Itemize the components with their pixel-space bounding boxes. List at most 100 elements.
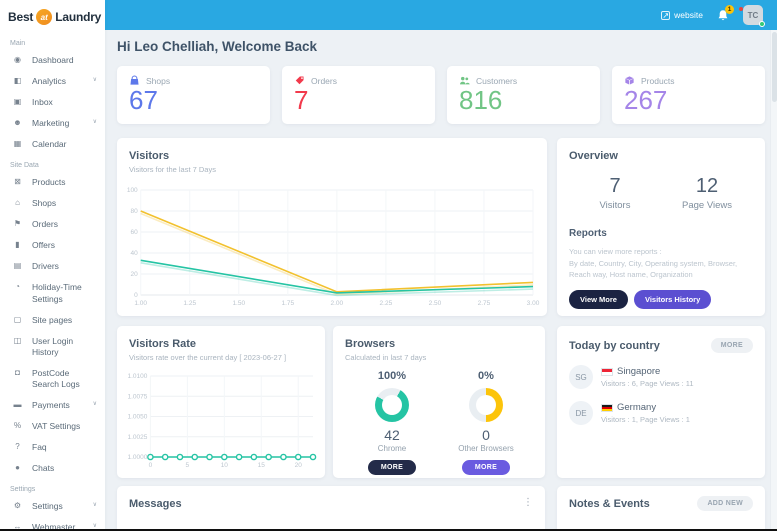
sidebar-item-offers[interactable]: ▮ Offers bbox=[0, 235, 105, 256]
notifications-button[interactable]: 1 bbox=[717, 4, 734, 22]
visitors-count-label: Visitors bbox=[599, 200, 631, 211]
sidebar-item-payments[interactable]: ▬ Payments ∨ bbox=[0, 395, 105, 416]
add-new-button[interactable]: ADD NEW bbox=[697, 496, 753, 511]
overview-pageviews: 12 Page Views bbox=[661, 175, 753, 211]
visitors-rate-card: Visitors Rate Visitors rate over the cur… bbox=[117, 326, 325, 478]
stat-card-customers[interactable]: Customers 816 bbox=[447, 66, 600, 124]
sidebar-item-label: VAT Settings bbox=[32, 420, 81, 431]
sidebar-item-webmaster[interactable]: ↔ Webmaster ∨ bbox=[0, 517, 105, 531]
country-row-sg[interactable]: SG Singapore Visitors : 6, Page Views : 11 bbox=[569, 365, 753, 389]
stat-card-shops[interactable]: Shops 67 bbox=[117, 66, 270, 124]
website-link[interactable]: ↗ website bbox=[661, 10, 703, 20]
sidebar-item-dashboard[interactable]: ◉ Dashboard bbox=[0, 50, 105, 71]
card-title: Visitors Rate bbox=[129, 338, 197, 350]
sidebar-item-chats[interactable]: ● Chats bbox=[0, 458, 105, 479]
sidebar-item-shops[interactable]: ⌂ Shops bbox=[0, 193, 105, 214]
svg-text:100: 100 bbox=[127, 187, 138, 194]
messages-menu-icon[interactable]: ⋮ bbox=[523, 497, 533, 508]
stat-value: 267 bbox=[624, 85, 668, 115]
stat-value: 7 bbox=[294, 85, 309, 115]
country-name: Germany bbox=[617, 402, 657, 413]
view-more-button[interactable]: View More bbox=[569, 289, 628, 309]
sidebar-item-orders[interactable]: ⚑ Orders bbox=[0, 214, 105, 235]
sidebar-item-site-pages[interactable]: ▢ Site pages bbox=[0, 310, 105, 331]
sidebar-item-drivers[interactable]: ▤ Drivers bbox=[0, 256, 105, 277]
sidebar-item-label: Inbox bbox=[32, 97, 53, 108]
inbox-icon: ▣ bbox=[13, 97, 22, 107]
scrollbar[interactable] bbox=[770, 30, 777, 529]
sidebar-item-marketing[interactable]: ☻ Marketing ∨ bbox=[0, 113, 105, 134]
svg-text:1.75: 1.75 bbox=[281, 300, 294, 307]
country-more-button[interactable]: MORE bbox=[710, 338, 753, 353]
chrome-label: Chrome bbox=[377, 444, 407, 453]
today-by-country-card: Today by country MORE SG Singapore Visitor… bbox=[557, 326, 765, 478]
dashboard-icon: ◉ bbox=[14, 55, 21, 64]
reports-text-line1: You can view more reports : bbox=[569, 247, 662, 256]
logo-hanger-badge: at bbox=[36, 9, 53, 25]
scrollbar-thumb[interactable] bbox=[772, 32, 777, 102]
sidebar-item-calendar[interactable]: ▦ Calendar bbox=[0, 134, 105, 155]
svg-text:20: 20 bbox=[130, 271, 138, 278]
sidebar-item-inbox[interactable]: ▣ Inbox bbox=[0, 92, 105, 113]
svg-text:3.00: 3.00 bbox=[527, 300, 540, 307]
website-label: website bbox=[674, 10, 703, 20]
card-title: Overview bbox=[569, 150, 618, 162]
notes-events-card: Notes & Events ADD NEW bbox=[557, 486, 765, 531]
user-avatar[interactable]: TC bbox=[739, 5, 765, 27]
stat-value: 67 bbox=[129, 85, 158, 115]
browser-other: 0% 0 Other Browsers MORE bbox=[439, 370, 533, 475]
svg-text:0: 0 bbox=[149, 462, 153, 469]
visitors-history-button[interactable]: Visitors History bbox=[633, 289, 712, 309]
stat-card-orders[interactable]: Orders 7 bbox=[282, 66, 435, 124]
stat-label: Products bbox=[641, 75, 675, 86]
visitors-rate-chart[interactable]: 1.0000 1.0025 1.0050 1.0075 1.0100 0 5 10 15 20 bbox=[121, 370, 321, 470]
other-more-button[interactable]: MORE bbox=[461, 460, 511, 475]
svg-text:0: 0 bbox=[134, 292, 138, 299]
sidebar-item-settings[interactable]: ⚙ Settings ∨ bbox=[0, 496, 105, 517]
svg-text:40: 40 bbox=[130, 250, 138, 257]
page-title: Hi Leo Chelliah, Welcome Back bbox=[117, 39, 318, 54]
card-title: Notes & Events bbox=[569, 497, 650, 510]
sidebar-item-vat-settings[interactable]: % VAT Settings bbox=[0, 416, 105, 437]
country-stats: Visitors : 1, Page Views : 1 bbox=[601, 415, 690, 424]
svg-text:1.25: 1.25 bbox=[183, 300, 196, 307]
sidebar-item-analytics[interactable]: ◧ Analytics ∨ bbox=[0, 71, 105, 92]
stat-card-products[interactable]: Products 267 bbox=[612, 66, 765, 124]
brand-logo[interactable]: Best at Laundry bbox=[0, 0, 105, 33]
card-title: Messages bbox=[129, 498, 182, 510]
svg-text:1.00: 1.00 bbox=[134, 300, 147, 307]
country-code-badge: DE bbox=[569, 401, 593, 425]
chevron-down-icon: ∨ bbox=[92, 400, 97, 407]
webmaster-icon: ↔ bbox=[13, 522, 22, 531]
sidebar-item-products[interactable]: ⊠ Products bbox=[0, 172, 105, 193]
chrome-more-button[interactable]: MORE bbox=[367, 460, 417, 475]
sidebar-item-faq[interactable]: ? Faq bbox=[0, 437, 105, 458]
reports-heading: Reports bbox=[569, 228, 607, 239]
reports-text-line2: By date, Country, City, Operating system… bbox=[569, 258, 738, 280]
products-box-icon bbox=[624, 75, 635, 86]
sidebar-item-user-login-history[interactable]: ◫ User Login History bbox=[0, 331, 105, 363]
country-row-de[interactable]: DE Germany Visitors : 1, Page Views : 1 bbox=[569, 401, 753, 425]
marketing-icon: ☻ bbox=[13, 118, 22, 128]
chrome-percent: 100% bbox=[377, 370, 407, 382]
svg-text:1.0000: 1.0000 bbox=[128, 454, 148, 461]
svg-text:15: 15 bbox=[258, 462, 266, 469]
pageviews-count: 12 bbox=[695, 175, 719, 197]
postcode-search-logs-icon: ◘ bbox=[15, 367, 20, 377]
svg-text:2.50: 2.50 bbox=[429, 300, 442, 307]
logo-text-best: Best bbox=[8, 10, 34, 24]
sidebar-item-holiday-time-settings[interactable]: ◔ Holiday-Time Settings bbox=[0, 277, 105, 309]
holiday-time-settings-icon: ◔ bbox=[15, 282, 20, 292]
card-title: Visitors bbox=[129, 150, 170, 162]
external-link-icon: ↗ bbox=[661, 10, 671, 20]
sidebar-item-postcode-search-logs[interactable]: ◘ PostCode Search Logs bbox=[0, 363, 105, 395]
visitors-line-chart[interactable]: 0 20 40 60 80 100 1.00 1.25 1.50 1.75 2.00 2.25 2.50… bbox=[123, 184, 541, 308]
payments-icon: ▬ bbox=[13, 399, 22, 409]
drivers-icon: ▤ bbox=[13, 261, 22, 271]
sidebar-item-label: Payments bbox=[32, 399, 70, 410]
country-code-badge: SG bbox=[569, 365, 593, 389]
orders-icon: ⚑ bbox=[13, 219, 22, 229]
topbar: ↗ website 1 TC bbox=[105, 0, 777, 30]
sidebar-section-label: Settings bbox=[10, 485, 36, 493]
sidebar-item-label: Holiday-Time Settings bbox=[32, 282, 82, 304]
